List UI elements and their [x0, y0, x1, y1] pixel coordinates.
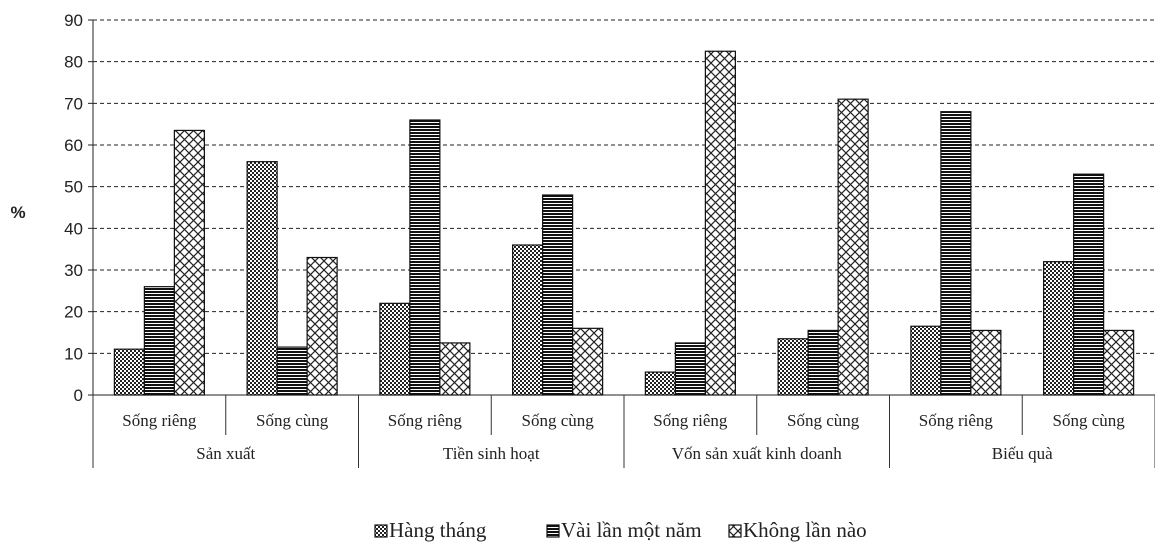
bar	[837, 98, 869, 396]
y-tick-label: 50	[64, 178, 83, 197]
bar	[940, 111, 972, 396]
x-group-label: Tiền sinh hoạt	[443, 444, 540, 463]
bar	[807, 329, 839, 396]
legend-swatch	[546, 524, 560, 538]
y-tick-label: 0	[74, 386, 83, 405]
legend-item: Vài lần một năm	[546, 518, 702, 542]
bar	[572, 327, 604, 396]
bar	[113, 348, 145, 396]
bar	[409, 119, 441, 396]
legend-item: Hàng tháng	[374, 518, 487, 542]
x-category-label: Sống riêng	[388, 411, 463, 430]
bar	[143, 286, 175, 396]
bar	[246, 161, 278, 396]
y-tick-label: 70	[64, 94, 83, 113]
x-category-label: Sống cùng	[787, 411, 860, 430]
y-tick-label: 20	[64, 303, 83, 322]
y-tick-label: 80	[64, 53, 83, 72]
bar	[306, 256, 338, 396]
bar	[704, 50, 736, 396]
bar	[512, 244, 544, 396]
legend-item: Không lần nào	[728, 518, 867, 542]
bar	[644, 371, 676, 396]
x-group-label: Biếu quà	[992, 444, 1053, 463]
x-category-label: Sống cùng	[522, 411, 595, 430]
legend-label: Không lần nào	[743, 518, 867, 542]
legend: Hàng tháng Vài lần một năm Không lần nào	[374, 518, 867, 542]
x-category-label: Sống cùng	[1053, 411, 1126, 430]
bars	[113, 50, 1135, 396]
legend-label: Hàng tháng	[389, 518, 487, 542]
x-category-label: Sống cùng	[256, 411, 329, 430]
bar	[173, 129, 205, 396]
legend-swatch	[374, 524, 388, 538]
bar	[777, 338, 809, 396]
x-group-label: Vốn sản xuất kinh doanh	[672, 444, 842, 463]
bar	[674, 342, 706, 396]
bar	[276, 346, 308, 396]
y-tick-label: 60	[64, 136, 83, 155]
y-tick-label: 30	[64, 261, 83, 280]
bar	[439, 342, 471, 396]
bar	[1043, 261, 1075, 396]
bar	[1103, 329, 1135, 396]
legend-swatch	[728, 524, 742, 538]
legend-label: Vài lần một năm	[561, 518, 702, 542]
bar	[542, 194, 574, 396]
bar	[910, 325, 942, 396]
y-tick-label: 90	[64, 11, 83, 30]
x-category-label: Sống riêng	[653, 411, 728, 430]
y-tick-label: 40	[64, 219, 83, 238]
y-tick-label: 10	[64, 344, 83, 363]
bar	[1073, 173, 1105, 396]
bar	[970, 329, 1002, 396]
x-category-label: Sống riêng	[919, 411, 994, 430]
bar	[379, 302, 411, 396]
x-group-label: Sản xuất	[196, 444, 255, 463]
x-category-label: Sống riêng	[122, 411, 197, 430]
y-axis-label: %	[10, 203, 25, 222]
